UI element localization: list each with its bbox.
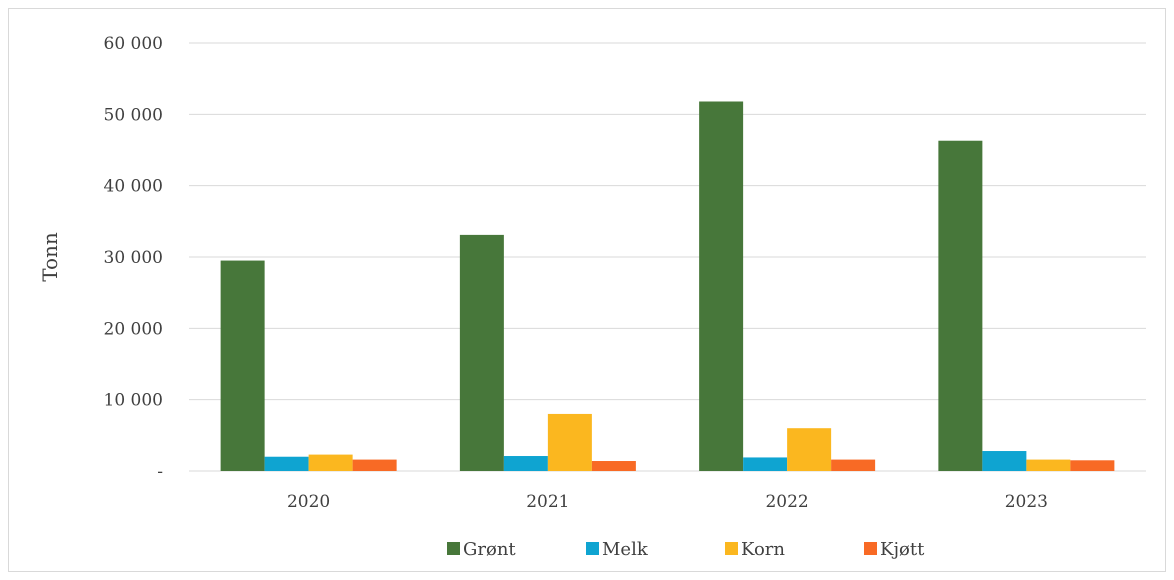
legend-label: Melk: [602, 539, 649, 560]
bar-korn-2023: [1026, 459, 1071, 471]
bar-kjøtt-2020: [352, 459, 397, 471]
y-tick-label: 30 000: [104, 248, 163, 268]
legend: Grønt Melk Korn Kjøtt: [447, 539, 925, 560]
legend-swatch: [725, 542, 738, 555]
legend-label: Grønt: [463, 539, 516, 560]
y-tick-label: -: [157, 462, 163, 482]
bar-melk-2021: [503, 456, 548, 471]
x-axis-ticks: 2020 2021 2022 2023: [287, 492, 1048, 512]
y-axis-title: Tonn: [38, 232, 62, 282]
bar-melk-2022: [743, 457, 788, 471]
y-tick-label: 60 000: [104, 34, 163, 54]
bar-kjøtt-2022: [831, 459, 876, 471]
bar-melk-2023: [982, 451, 1027, 471]
bar-melk-2020: [264, 456, 309, 471]
legend-label: Kjøtt: [880, 539, 925, 560]
bars: [220, 101, 1115, 471]
bar-kjøtt-2023: [1070, 460, 1115, 471]
x-tick-label: 2023: [1005, 492, 1048, 512]
bar-korn-2021: [547, 413, 592, 471]
y-tick-label: 40 000: [104, 177, 163, 197]
y-tick-label: 20 000: [104, 319, 163, 339]
gridlines: [189, 42, 1146, 472]
y-tick-label: 50 000: [104, 105, 163, 125]
legend-swatch: [586, 542, 599, 555]
x-tick-label: 2021: [526, 492, 569, 512]
bar-grønt-2023: [938, 140, 983, 471]
bar-grønt-2020: [220, 260, 265, 471]
y-tick-label: 10 000: [104, 391, 163, 411]
x-tick-label: 2022: [765, 492, 808, 512]
bar-grønt-2021: [459, 234, 504, 471]
y-axis-ticks: - 10 000 20 000 30 000 40 000 50 000 60 000: [104, 34, 163, 482]
x-tick-label: 2020: [287, 492, 330, 512]
bar-kjøtt-2021: [591, 461, 636, 471]
bar-korn-2022: [787, 428, 832, 471]
bar-korn-2020: [308, 454, 353, 471]
legend-swatch: [447, 542, 460, 555]
bar-grønt-2022: [699, 101, 744, 471]
legend-swatch: [864, 542, 877, 555]
legend-label: Korn: [741, 539, 785, 560]
